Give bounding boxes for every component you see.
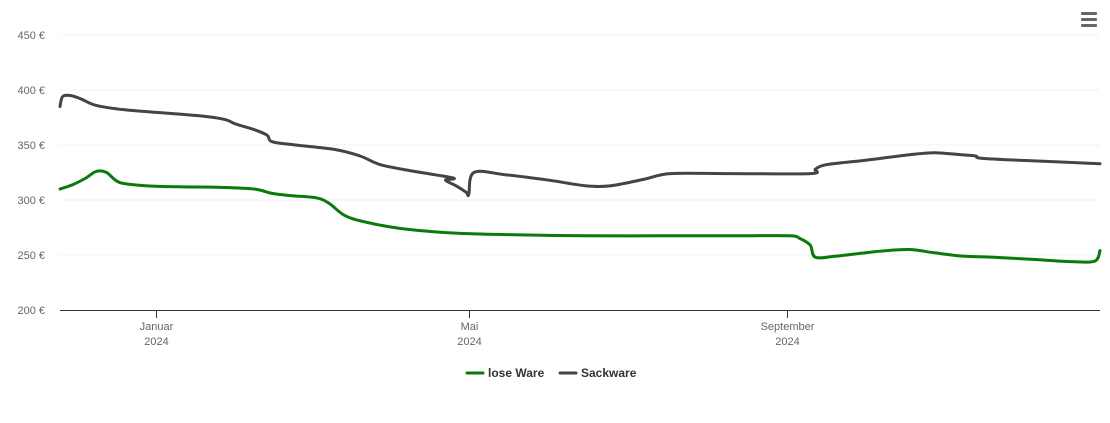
series-line-lose-ware[interactable] (58, 169, 1102, 264)
series-line-sackware[interactable] (58, 93, 1102, 198)
x-tick-label: Mai (461, 321, 479, 333)
legend: lose Ware Sackware (465, 366, 637, 380)
x-tick-sublabel: 2024 (457, 336, 481, 348)
grid (60, 34, 1100, 256)
series-group (58, 93, 1102, 264)
menu-bar-icon (1081, 12, 1097, 15)
y-tick-label: 400 € (17, 85, 45, 97)
menu-bar-icon (1081, 24, 1097, 27)
y-tick-label: 250 € (17, 250, 45, 262)
y-axis: 200 € 250 € 300 € 350 € 400 € 450 € (17, 30, 45, 317)
y-tick-label: 300 € (17, 195, 45, 207)
legend-label: Sackware (581, 366, 637, 380)
legend-item[interactable]: Sackware (558, 366, 637, 380)
y-tick-label: 450 € (17, 30, 45, 42)
legend-label: lose Ware (488, 366, 545, 380)
x-tick-sublabel: 2024 (144, 336, 168, 348)
y-tick-label: 350 € (17, 140, 45, 152)
legend-item[interactable]: lose Ware (465, 366, 545, 380)
x-tick-label: September (761, 321, 815, 333)
hamburger-menu-button[interactable] (1078, 12, 1100, 32)
y-tick-label: 200 € (17, 305, 45, 317)
x-axis: Januar 2024 Mai 2024 September 2024 (60, 310, 1100, 348)
menu-bar-icon (1081, 18, 1097, 21)
x-tick-label: Januar (140, 321, 174, 333)
x-tick-sublabel: 2024 (775, 336, 799, 348)
